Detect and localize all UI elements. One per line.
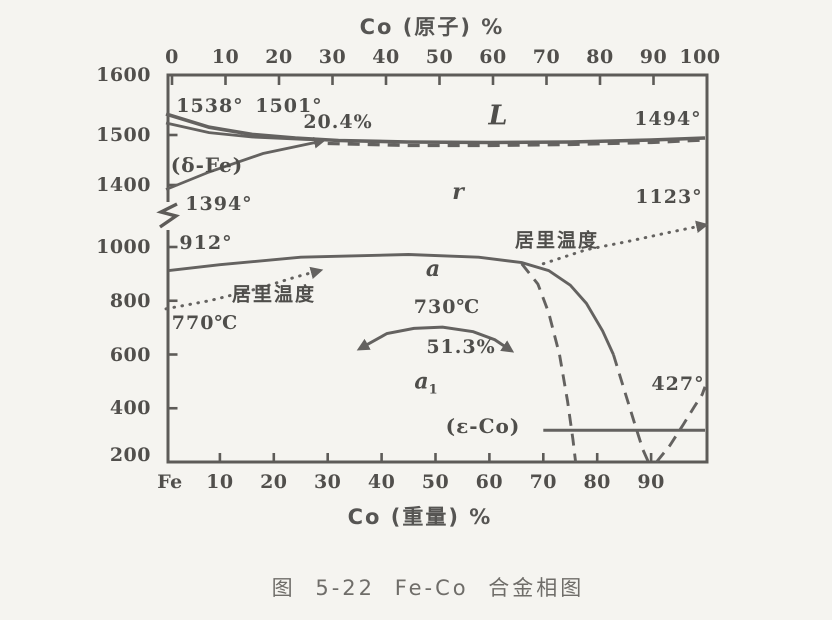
bottom-axis-title: Co (重量) % <box>347 505 493 529</box>
top-axis-tick-label: 60 <box>479 46 507 68</box>
curve-liquidus <box>165 112 706 145</box>
annotation-label: (ε-Co) <box>445 414 521 438</box>
left-axis-tick-label: 800 <box>109 289 151 312</box>
annotation-label: 1494° <box>634 108 702 130</box>
left-axis-tick-label: 1500 <box>96 124 151 146</box>
top-axis-tick-label: 80 <box>586 46 614 68</box>
curve-solidus-dashed <box>327 138 706 148</box>
top-axis-tick-label: 90 <box>639 46 668 68</box>
phase-boundary-curves <box>164 112 709 463</box>
left-axis-tick-label: 1600 <box>96 64 151 86</box>
bottom-axis-tick-label: 10 <box>206 471 234 493</box>
top-axis-tick-label: 10 <box>211 46 240 68</box>
annotation-label: 居里温度 <box>514 229 600 252</box>
bottom-axis-tick-label: 60 <box>475 471 504 493</box>
curve-delta-gamma-boundary <box>165 136 326 191</box>
top-axis-tick-label: 30 <box>318 46 347 68</box>
curve-ordering-arc-730 <box>356 325 515 353</box>
annotation-label: 1538° <box>176 95 244 117</box>
bottom-axis-tick-label: 30 <box>313 471 342 493</box>
annotation-label: 1501° <box>255 95 323 117</box>
annotation-label: (δ-Fe) <box>170 153 244 177</box>
figure-caption: 图 5-22 Fe-Co 合金相图 <box>271 576 585 600</box>
annotation-label: 居里温度 <box>231 283 317 306</box>
curve-gamma-alpha-boundary-lower <box>612 354 650 463</box>
bottom-axis-tick-label: 80 <box>583 471 611 493</box>
top-axis-tick-label: 0 <box>165 46 179 68</box>
annotation-label: 730℃ <box>413 296 481 318</box>
bottom-axis-tick-label: 70 <box>529 471 558 493</box>
plot-frame <box>166 73 709 464</box>
annotation-label: 427° <box>651 373 705 395</box>
top-axis-tick-label: 40 <box>372 46 400 68</box>
left-axis-tick-label: 200 <box>109 444 151 466</box>
y-axis-break-icon <box>156 202 181 229</box>
annotation-label: L <box>488 100 508 132</box>
left-axis-tick-label: 600 <box>109 343 151 366</box>
annotation-label: 51.3% <box>426 336 496 358</box>
curve-curie-line-right <box>541 220 709 266</box>
annotation-label: 1123° <box>635 186 703 208</box>
left-axis-tick-label: 1000 <box>96 236 151 258</box>
top-axis-tick-label: 100 <box>679 46 721 68</box>
bottom-axis-tick-label: 40 <box>367 471 396 493</box>
curve-epsilon-alpha-dashed <box>655 386 707 463</box>
bottom-axis-origin-label: Fe <box>157 471 183 493</box>
curve-alpha-phase-limit-dashed <box>520 262 578 463</box>
annotation-label: 770℃ <box>171 312 239 334</box>
curve-gamma-alpha-boundary <box>168 253 615 356</box>
left-axis-tick-label: 1400 <box>96 174 151 196</box>
annotation-label: a <box>425 256 441 282</box>
top-axis-title: Co (原子) % <box>359 15 505 39</box>
bottom-axis-tick-label: 90 <box>637 471 665 493</box>
annotation-label: 1394° <box>185 193 253 215</box>
top-axis-tick-label: 20 <box>265 46 293 68</box>
top-axis-tick-label: 70 <box>532 46 561 68</box>
top-axis-tick-label: 50 <box>425 46 454 68</box>
left-axis-tick-label: 400 <box>109 397 151 420</box>
annotation-label: 20.4% <box>303 111 373 133</box>
annotation-label: 912° <box>179 232 233 254</box>
annotation-label: r <box>452 179 464 205</box>
annotation-label: a1 <box>414 368 438 398</box>
bottom-axis-tick-label: 50 <box>421 471 450 493</box>
bottom-axis-tick-label: 20 <box>260 471 288 493</box>
